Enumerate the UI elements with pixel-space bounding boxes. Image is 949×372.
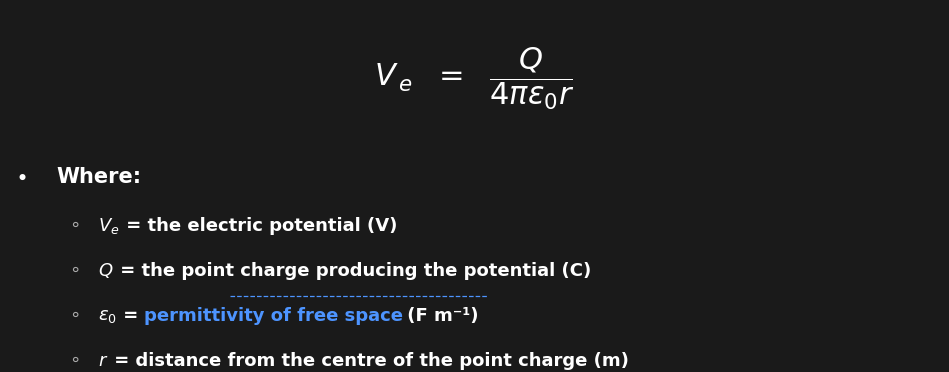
Text: $V_{\,e}\ \ =\ \ \dfrac{Q}{4\pi\varepsilon_0 r}$: $V_{\,e}\ \ =\ \ \dfrac{Q}{4\pi\varepsil… [375,46,574,112]
Text: = the point charge producing the potential (C): = the point charge producing the potenti… [114,262,591,280]
Text: (F m⁻¹): (F m⁻¹) [401,307,478,325]
Text: =: = [117,307,144,325]
Text: $\circ$: $\circ$ [69,215,80,233]
Text: = distance from the centre of the point charge (m): = distance from the centre of the point … [108,352,629,370]
Text: Where:: Where: [56,167,141,187]
Text: $\circ$: $\circ$ [69,350,80,368]
Text: = the electric potential (V): = the electric potential (V) [120,217,397,235]
Text: $\bullet$: $\bullet$ [15,167,27,187]
Text: $\circ$: $\circ$ [69,305,80,323]
Text: $r$: $r$ [99,352,108,370]
Text: $V_e$: $V_e$ [99,216,120,235]
Text: $\circ$: $\circ$ [69,260,80,278]
Text: permittivity of free space: permittivity of free space [144,307,403,325]
Text: $Q$: $Q$ [99,261,114,280]
Text: $\varepsilon_0$: $\varepsilon_0$ [99,307,117,325]
